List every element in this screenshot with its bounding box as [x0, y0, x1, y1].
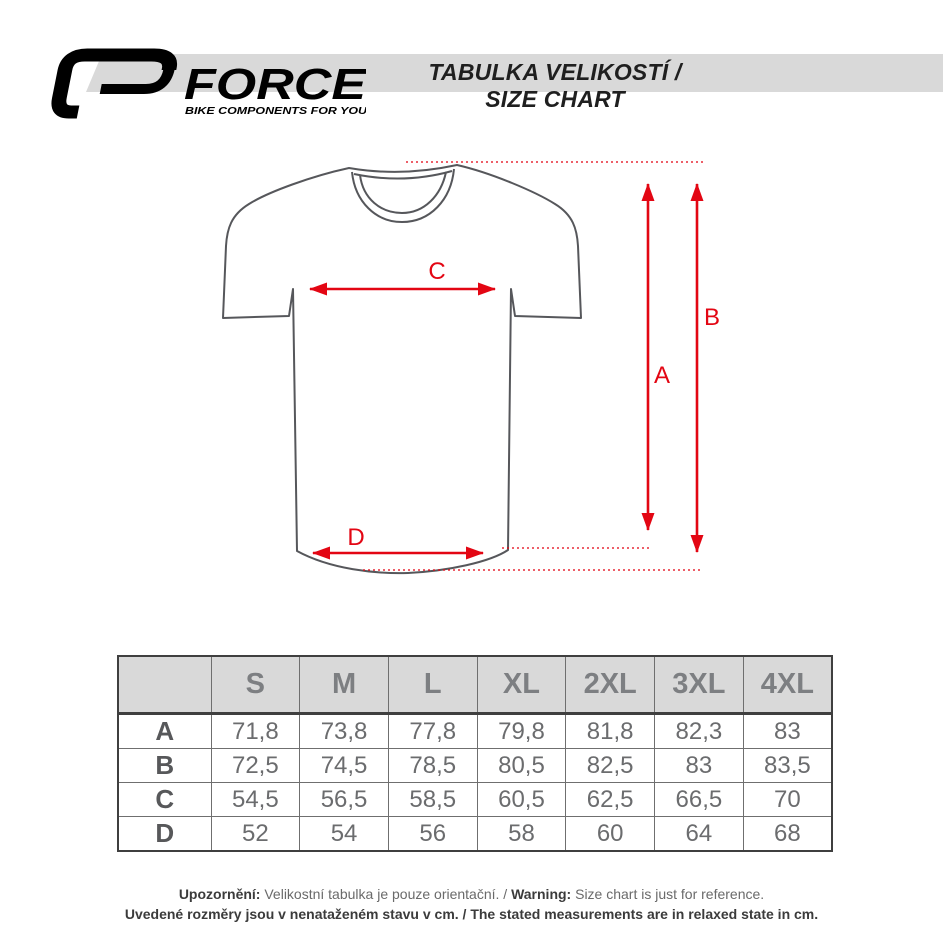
cell-c-3xl: 66,5 — [654, 782, 744, 817]
label-d: D — [347, 524, 364, 551]
cell-d-l: 56 — [387, 816, 478, 852]
footer-line-1: Upozornění: Velikostní tabulka je pouze … — [0, 885, 943, 905]
cell-d-3xl: 64 — [654, 816, 744, 852]
size-table: S M L XL 2XL 3XL 4XL A 71,8 73,8 77,8 79… — [117, 655, 833, 852]
cell-d-s: 52 — [210, 816, 301, 852]
label-c: C — [428, 258, 445, 285]
label-b: B — [704, 304, 720, 331]
cell-b-xl: 80,5 — [476, 748, 567, 783]
force-logo: FORCE BIKE COMPONENTS FOR YOU — [51, 48, 366, 119]
column-header-3xl: 3XL — [654, 655, 744, 715]
cell-c-xl: 60,5 — [476, 782, 567, 817]
cell-a-4xl: 83 — [742, 713, 833, 749]
force-logo-emblem-icon — [51, 48, 178, 119]
row-label-b: B — [117, 748, 212, 783]
row-label-c: C — [117, 782, 212, 817]
table-row-c: C 54,5 56,5 58,5 60,5 62,5 66,5 70 — [117, 782, 833, 817]
table-row-a: A 71,8 73,8 77,8 79,8 81,8 82,3 83 — [117, 713, 833, 749]
brand-tagline: BIKE COMPONENTS FOR YOU — [185, 106, 366, 117]
cell-c-m: 56,5 — [299, 782, 389, 817]
cell-a-xl: 79,8 — [476, 713, 567, 749]
cell-a-2xl: 81,8 — [565, 713, 656, 749]
column-header-4xl: 4XL — [742, 655, 833, 715]
page-title: TABULKA VELIKOSTÍ / SIZE CHART — [428, 59, 682, 112]
cell-b-2xl: 82,5 — [565, 748, 656, 783]
reference-dotted-lines — [363, 161, 706, 571]
footer-notes: Upozornění: Velikostní tabulka je pouze … — [0, 885, 943, 924]
footer-line-2: Uvedené rozměry jsou v nenataženém stavu… — [124, 905, 819, 922]
cell-c-s: 54,5 — [210, 782, 301, 817]
column-header-l: L — [387, 655, 478, 715]
table-corner-cell — [117, 655, 212, 715]
measurement-labels: C B A D — [347, 258, 720, 551]
cell-d-xl: 58 — [476, 816, 567, 852]
cell-b-m: 74,5 — [299, 748, 389, 783]
table-row-d: D 52 54 56 58 60 64 68 — [117, 816, 833, 852]
table-row-b: B 72,5 74,5 78,5 80,5 82,5 83 83,5 — [117, 748, 833, 783]
cell-c-4xl: 70 — [742, 782, 833, 817]
column-header-m: M — [299, 655, 389, 715]
header-gray-band — [86, 54, 943, 92]
cell-d-4xl: 68 — [742, 816, 833, 852]
cell-b-3xl: 83 — [654, 748, 744, 783]
tshirt-outline — [222, 164, 582, 575]
row-label-a: A — [117, 713, 212, 749]
table-header-row: S M L XL 2XL 3XL 4XL — [117, 655, 833, 715]
cell-a-s: 71,8 — [210, 713, 301, 749]
warning-label-en: Warning: — [511, 886, 572, 902]
cell-d-m: 54 — [299, 816, 389, 852]
cell-d-2xl: 60 — [565, 816, 656, 852]
cell-b-l: 78,5 — [387, 748, 478, 783]
notice-text-cz: Velikostní tabulka je pouze orientační. … — [260, 886, 512, 902]
cell-a-m: 73,8 — [299, 713, 389, 749]
cell-b-s: 72,5 — [210, 748, 301, 783]
row-label-d: D — [117, 816, 212, 852]
brand-wordmark: FORCE — [184, 60, 366, 109]
cell-a-l: 77,8 — [387, 713, 478, 749]
notice-label-cz: Upozornění: — [178, 886, 261, 902]
tshirt-measurement-diagram: C B A D — [222, 161, 720, 575]
cell-b-4xl: 83,5 — [742, 748, 833, 783]
warning-text-en: Size chart is just for reference. — [571, 886, 765, 902]
column-header-s: S — [210, 655, 301, 715]
label-a: A — [654, 362, 670, 389]
cell-c-l: 58,5 — [387, 782, 478, 817]
cell-a-3xl: 82,3 — [654, 713, 744, 749]
measurement-arrows — [309, 183, 704, 560]
column-header-xl: XL — [476, 655, 567, 715]
cell-c-2xl: 62,5 — [565, 782, 656, 817]
column-header-2xl: 2XL — [565, 655, 656, 715]
